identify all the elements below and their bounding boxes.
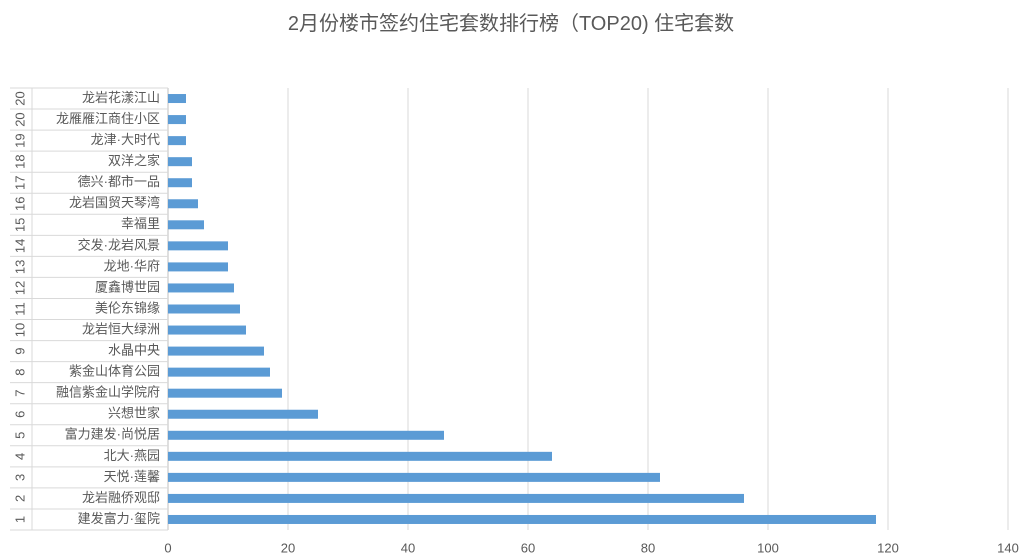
y-tick-label: 龙津·大时代: [91, 132, 160, 147]
bar: [168, 178, 192, 188]
rank-label: 16: [12, 197, 27, 211]
bar: [168, 220, 204, 230]
rank-label: 14: [12, 239, 27, 253]
y-tick-label: 双洋之家: [108, 153, 160, 168]
bar: [168, 493, 744, 503]
y-tick-label: 龙雁雁江商住小区: [56, 111, 160, 126]
x-tick-label: 140: [997, 540, 1019, 555]
y-tick-label: 龙地·华府: [104, 258, 160, 273]
y-tick-label: 交发·龙岩风景: [78, 237, 160, 252]
rank-label: 15: [12, 218, 27, 232]
bar: [168, 430, 444, 440]
y-tick-label: 幸福里: [121, 216, 160, 231]
y-tick-label: 水晶中央: [108, 343, 160, 358]
rank-label: 9: [12, 347, 27, 354]
y-tick-label: 建发富力·玺院: [78, 511, 160, 526]
bar: [168, 325, 246, 335]
x-tick-label: 0: [164, 540, 171, 555]
x-tick-label: 100: [757, 540, 779, 555]
y-tick-label: 富力建发·尚悦居: [65, 427, 160, 442]
bar: [168, 472, 660, 482]
bar: [168, 115, 186, 125]
bar: [168, 283, 234, 293]
bar: [168, 94, 186, 104]
rank-label: 19: [12, 133, 27, 147]
rank-label: 3: [12, 474, 27, 481]
rank-label: 11: [12, 302, 27, 316]
x-tick-label: 20: [281, 540, 295, 555]
bar: [168, 514, 876, 524]
y-tick-label: 厦鑫博世园: [95, 279, 160, 294]
bar: [168, 304, 240, 314]
bar: [168, 241, 228, 251]
rank-label: 7: [12, 390, 27, 397]
rank-label: 20: [12, 112, 27, 126]
rank-label: 18: [12, 154, 27, 168]
bar: [168, 388, 282, 398]
rank-label: 4: [12, 453, 27, 460]
y-tick-label: 天悦·莲馨: [104, 469, 160, 484]
rank-label: 6: [12, 411, 27, 418]
x-tick-label: 80: [641, 540, 655, 555]
bar: [168, 451, 552, 461]
bar: [168, 346, 264, 356]
chart-title: 2月份楼市签约住宅套数排行榜（TOP20) 住宅套数: [287, 13, 735, 35]
rank-label: 1: [12, 516, 27, 523]
bar: [168, 409, 318, 419]
rank-label: 8: [12, 369, 27, 376]
rank-label: 5: [12, 432, 27, 439]
bar: [168, 136, 186, 146]
x-tick-label: 40: [401, 540, 415, 555]
y-tick-label: 融信紫金山学院府: [56, 385, 160, 400]
x-tick-label: 120: [877, 540, 899, 555]
y-tick-label: 兴想世家: [108, 406, 160, 421]
y-tick-label: 龙岩融侨观邸: [82, 490, 160, 505]
y-tick-label: 龙岩国贸天琴湾: [69, 195, 160, 210]
rank-label: 10: [12, 323, 27, 337]
rank-label: 2: [12, 495, 27, 502]
y-tick-label: 紫金山体育公园: [69, 364, 160, 379]
x-tick-label: 60: [521, 540, 535, 555]
y-tick-label: 北大·燕园: [104, 448, 160, 463]
y-tick-label: 龙岩花漾江山: [82, 90, 160, 105]
bar: [168, 367, 270, 377]
y-tick-label: 龙岩恒大绿洲: [82, 321, 160, 336]
rank-label: 20: [12, 91, 27, 105]
bar: [168, 262, 228, 272]
rank-label: 17: [12, 175, 27, 189]
bar: [168, 157, 192, 167]
y-tick-label: 美伦东锦缘: [95, 300, 160, 315]
y-tick-label: 德兴·都市一品: [78, 174, 160, 189]
rank-label: 13: [12, 260, 27, 274]
rank-label: 12: [12, 281, 27, 295]
bar: [168, 199, 198, 209]
